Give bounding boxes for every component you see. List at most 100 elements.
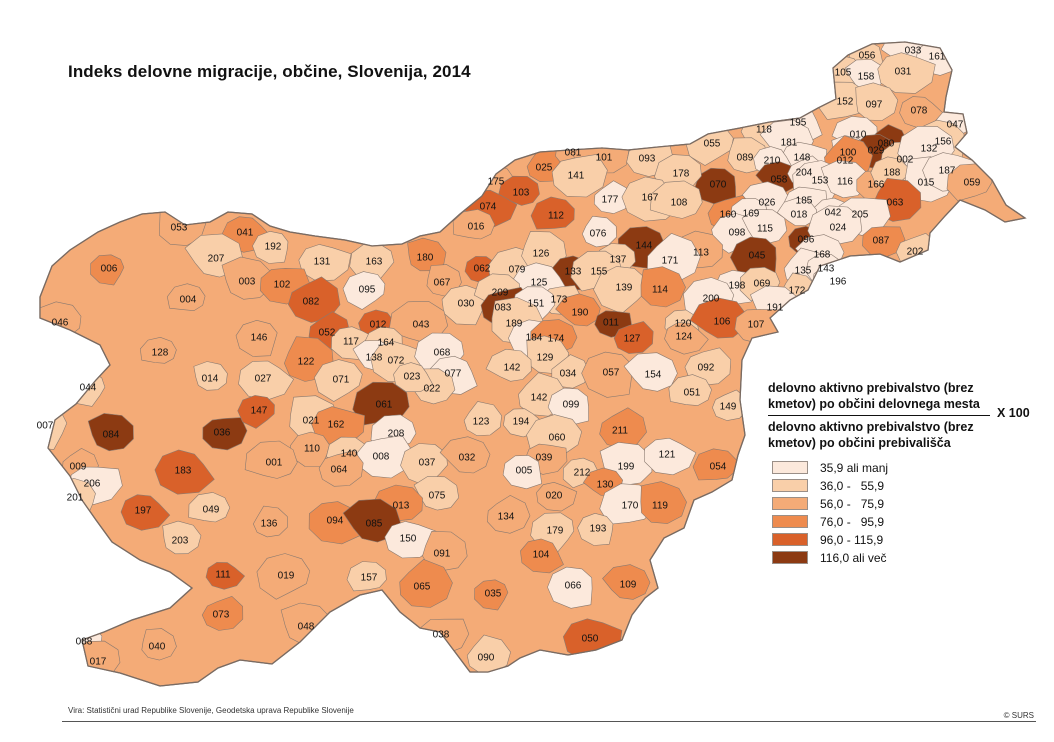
municipality-code-label: 109 (620, 580, 637, 591)
municipality-region-019 (256, 553, 311, 600)
municipality-code-label: 121 (659, 450, 676, 461)
municipality-code-label: 069 (754, 279, 771, 290)
municipality-region-004 (166, 283, 206, 312)
municipality-code-label: 018 (791, 210, 808, 221)
municipality-code-label: 131 (314, 257, 331, 268)
municipality-code-label: 030 (458, 299, 475, 310)
municipality-region-071 (314, 359, 363, 402)
municipality-region-051 (668, 374, 712, 406)
municipality-code-label: 004 (180, 295, 197, 306)
municipality-code-label: 016 (468, 222, 485, 233)
municipality-region-054 (692, 448, 737, 481)
municipality-code-label: 033 (905, 46, 922, 57)
municipality-code-label: 042 (825, 208, 842, 219)
municipality-code-label: 063 (887, 198, 904, 209)
municipality-code-label: 080 (878, 139, 895, 150)
municipality-code-label: 053 (171, 223, 188, 234)
legend-row: 56,0 - 75,9 (772, 495, 888, 512)
municipality-code-label: 008 (373, 452, 390, 463)
municipality-code-label: 130 (597, 480, 614, 491)
municipality-region-109 (602, 564, 651, 600)
municipality-code-label: 185 (796, 196, 813, 207)
legend-label: 56,0 - 75,9 (820, 496, 885, 511)
legend-label: 96,0 - 115,9 (820, 532, 884, 547)
municipality-region-035 (474, 579, 509, 611)
municipality-code-label: 054 (710, 462, 727, 473)
municipality-code-label: 100 (840, 148, 857, 159)
municipality-code-label: 049 (203, 505, 220, 516)
municipality-code-label: 022 (424, 384, 441, 395)
municipality-code-label: 183 (175, 466, 192, 477)
municipality-region-064 (318, 450, 364, 487)
municipality-code-label: 038 (433, 630, 450, 641)
municipality-code-label: 148 (794, 153, 811, 164)
municipality-code-label: 144 (636, 241, 653, 252)
municipality-code-label: 106 (714, 317, 731, 328)
footer-divider (62, 721, 1036, 722)
municipality-code-label: 055 (704, 139, 721, 150)
municipality-region-104 (520, 538, 564, 574)
municipality-region-032 (439, 436, 491, 474)
municipality-code-label: 139 (616, 283, 633, 294)
municipality-code-label: 098 (729, 228, 746, 239)
municipality-code-label: 187 (939, 166, 956, 177)
municipality-code-label: 120 (675, 319, 692, 330)
municipality-code-label: 141 (568, 171, 585, 182)
municipality-region-084 (87, 413, 134, 452)
legend-row: 76,0 - 95,9 (772, 513, 888, 530)
municipality-code-label: 061 (376, 400, 393, 411)
municipality-code-label: 059 (964, 178, 981, 189)
municipality-code-label: 200 (703, 294, 720, 305)
legend-label: 116,0 ali več (820, 550, 887, 565)
municipality-region-065 (399, 559, 453, 608)
municipality-code-label: 062 (474, 264, 491, 275)
municipality-code-label: 138 (366, 353, 383, 364)
municipality-region-036 (202, 417, 248, 451)
legend-label: 36,0 - 55,9 (820, 478, 885, 493)
formula-numerator: delovno aktivno prebivalstvo (brez kmeto… (768, 381, 980, 411)
municipality-code-label: 155 (591, 267, 608, 278)
municipality-code-label: 044 (80, 383, 97, 394)
map-legend: 35,9 ali manj 36,0 - 55,9 56,0 - 75,9 76… (772, 459, 888, 567)
municipality-region-123 (463, 401, 503, 437)
municipality-code-label: 190 (572, 308, 589, 319)
municipality-code-label: 050 (582, 634, 599, 645)
municipality-region-154 (623, 352, 678, 392)
municipality-code-label: 212 (574, 468, 591, 479)
municipality-code-label: 184 (526, 333, 543, 344)
municipality-code-label: 202 (907, 247, 924, 258)
municipality-code-label: 161 (929, 52, 946, 63)
municipality-code-label: 126 (533, 249, 550, 260)
municipality-code-label: 118 (756, 125, 772, 136)
municipality-code-label: 115 (757, 224, 773, 235)
municipality-code-label: 034 (560, 369, 577, 380)
municipality-code-label: 113 (693, 248, 709, 259)
municipality-region-076 (581, 215, 617, 248)
municipality-code-label: 119 (652, 501, 668, 512)
municipality-code-label: 146 (251, 333, 268, 344)
municipality-code-label: 011 (603, 318, 619, 329)
municipality-code-label: 204 (796, 168, 813, 179)
municipality-code-label: 180 (417, 253, 434, 264)
formula-multiplier: X 100 (997, 406, 1030, 420)
municipality-code-label: 162 (328, 420, 345, 431)
municipality-region-147 (237, 395, 275, 429)
municipality-region-114 (640, 266, 686, 308)
municipality-code-label: 071 (333, 375, 350, 386)
municipality-code-label: 181 (781, 138, 798, 149)
legend-swatch (772, 479, 808, 492)
municipality-code-label: 056 (859, 51, 876, 62)
municipality-code-label: 172 (789, 286, 806, 297)
municipality-code-label: 210 (764, 156, 781, 167)
municipality-code-label: 035 (485, 589, 502, 600)
municipality-code-label: 168 (814, 250, 831, 261)
municipality-region-128 (139, 336, 177, 364)
municipality-code-label: 199 (618, 462, 635, 473)
municipality-code-label: 021 (303, 416, 320, 427)
municipality-region-049 (188, 492, 231, 523)
municipality-code-label: 135 (795, 266, 812, 277)
municipality-code-label: 105 (835, 68, 852, 79)
municipality-code-label: 173 (551, 295, 568, 306)
municipality-region-116 (820, 160, 868, 199)
municipality-code-label: 188 (884, 168, 901, 179)
